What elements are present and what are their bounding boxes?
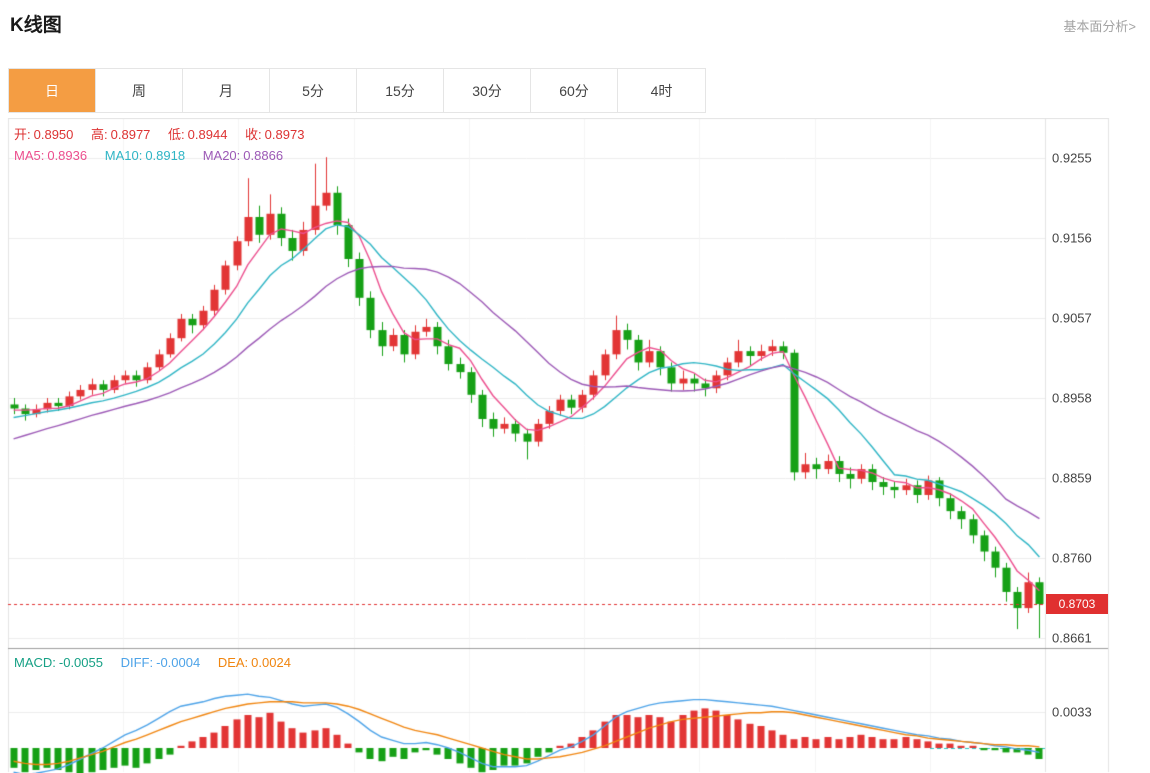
y-axis-label: 0.8760 [1052,550,1092,566]
high-label: 高: [91,127,108,142]
y-axis-label: 0.9255 [1052,150,1092,166]
close-label: 收: [245,127,262,142]
close-pair: 收: 0.8973 [245,127,304,142]
fundamental-analysis-link[interactable]: 基本面分析> [1063,19,1136,34]
diff-label: DIFF: [120,655,154,670]
ma10-value: 0.8918 [145,148,186,163]
diff-value: -0.0004 [156,655,201,670]
low-value: 0.8944 [187,127,228,142]
close-value: 0.8973 [264,127,305,142]
open-value: 0.8950 [33,127,74,142]
y-axis-label: 0.8661 [1052,630,1092,646]
macd-pair: MACD: -0.0055 [14,655,103,670]
kline-chart-canvas[interactable] [0,118,1150,773]
current-price-tag: 0.8703 [1046,594,1108,614]
high-pair: 高: 0.8977 [91,127,150,142]
period-tab-2[interactable]: 周 [96,69,183,112]
macd-label: MACD: [14,655,56,670]
ma5-label: MA5: [14,148,45,163]
period-tab-6[interactable]: 30分 [444,69,531,112]
macd-axis-label: 0.0033 [1052,704,1092,720]
ma10-label: MA10: [104,148,143,163]
open-label: 开: [14,127,31,142]
ma20-label: MA20: [202,148,241,163]
period-tab-3[interactable]: 月 [183,69,270,112]
ma-row: MA5: 0.8936 MA10: 0.8918 MA20: 0.8866 [14,148,297,163]
page-title: K线图 [10,15,62,36]
ma5-pair: MA5: 0.8936 [14,148,87,163]
ma20-value: 0.8866 [243,148,284,163]
period-tab-5[interactable]: 15分 [357,69,444,112]
period-tab-4[interactable]: 5分 [270,69,357,112]
period-tab-1[interactable]: 日 [9,69,96,112]
dea-pair: DEA: 0.0024 [218,655,291,670]
dea-label: DEA: [217,655,249,670]
ma5-value: 0.8936 [47,148,88,163]
high-value: 0.8977 [110,127,151,142]
y-axis-label: 0.9057 [1052,310,1092,326]
y-axis-label: 0.8958 [1052,390,1092,406]
macd-value: -0.0055 [58,655,103,670]
period-tab-8[interactable]: 4时 [650,82,673,99]
diff-pair: DIFF: -0.0004 [121,655,201,670]
low-label: 低: [168,127,185,142]
low-pair: 低: 0.8944 [168,127,227,142]
ma10-pair: MA10: 0.8918 [105,148,185,163]
macd-row: MACD: -0.0055 DIFF: -0.0004 DEA: 0.0024 [14,655,305,670]
dea-value: 0.0024 [251,655,291,670]
y-axis-label: 0.8859 [1052,470,1092,486]
ma20-pair: MA20: 0.8866 [203,148,283,163]
y-axis-label: 0.9156 [1052,230,1092,246]
period-tabs: 日周月 5分 15分 30分 60分 4时 [8,68,706,113]
period-tab-7[interactable]: 60分 [531,69,618,112]
ohlc-row: 开: 0.8950 高: 0.8977 低: 0.8944 收: 0.8973 [14,124,318,143]
open-pair: 开: 0.8950 [14,127,73,142]
